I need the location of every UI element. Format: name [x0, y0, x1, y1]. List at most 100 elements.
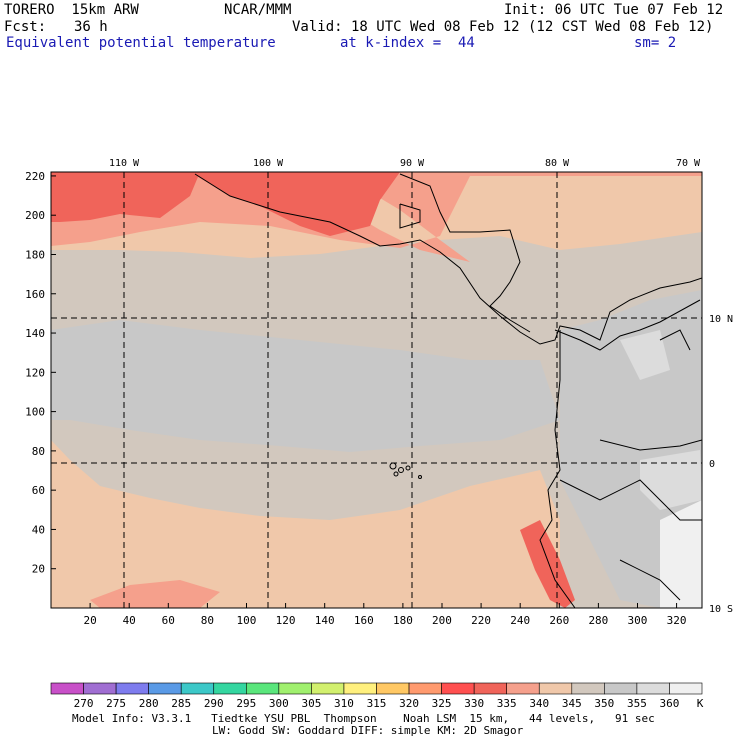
coastlines [194, 173, 702, 608]
legend-label: 335 [497, 697, 517, 710]
model-title: TORERO 15km ARW [4, 2, 139, 18]
legend-label: 290 [204, 697, 224, 710]
legend-label: 350 [594, 697, 614, 710]
field-patch-340-south [90, 580, 220, 608]
central-america-caribbean-coast [399, 173, 531, 333]
x-tick-label: 200 [432, 614, 452, 627]
plot-frame [50, 171, 703, 609]
legend-label: 360 [660, 697, 680, 710]
smoothing-label: sm= 2 [634, 35, 677, 51]
legend-swatch [473, 682, 507, 695]
y-tick-label: 60 [32, 484, 45, 497]
legend-swatch [376, 682, 410, 695]
latitude-label: 10 N [709, 314, 733, 325]
valid-time: Valid: 18 UTC Wed 08 Feb 12 (12 CST Wed … [292, 19, 714, 35]
field-patch-330-west [51, 172, 200, 222]
border-south [619, 559, 681, 601]
north-coast [554, 299, 701, 351]
y-tick-label: 220 [25, 170, 45, 183]
legend-swatch [115, 682, 149, 695]
legend-swatch [343, 682, 377, 695]
x-tick-label: 180 [393, 614, 413, 627]
x-tick-label: 140 [315, 614, 335, 627]
border-venezuela [659, 329, 691, 351]
field-band-355-pacific [51, 320, 560, 452]
legend-unit: K [697, 697, 704, 710]
longitude-labels: 110 W 100 W 90 W 80 W 70 W [109, 158, 701, 169]
legend-swatch [213, 682, 247, 695]
x-tick-label: 240 [510, 614, 530, 627]
x-tick-label: 220 [471, 614, 491, 627]
x-tick-label: 260 [549, 614, 569, 627]
legend-swatch [246, 682, 280, 695]
legend-label: 320 [399, 697, 419, 710]
legend-label: 325 [432, 697, 452, 710]
lat-lon-grid [51, 172, 702, 608]
field-patch-330-east [190, 172, 400, 236]
legend-label: 355 [627, 697, 647, 710]
latitude-labels: 10 N 0 10 S [709, 314, 733, 615]
latitude-label: 0 [709, 459, 715, 470]
level-label: at k-index = 44 [340, 35, 475, 51]
legend-label: 345 [562, 697, 582, 710]
legend-swatch [669, 682, 703, 695]
forecast-label: Fcst: [4, 19, 47, 35]
legend-label: 310 [334, 697, 354, 710]
legend-swatch [148, 682, 182, 695]
legend-swatch [441, 682, 475, 695]
legend-label: 340 [529, 697, 549, 710]
legend-label: 285 [171, 697, 191, 710]
y-tick-label: 80 [32, 445, 45, 458]
legend-label: 315 [367, 697, 387, 710]
legend-swatch [408, 682, 442, 695]
x-axis: 20 40 60 80 100 120 140 160 180 200 220 240 260 280 30… [83, 603, 687, 627]
legend-swatch [278, 682, 312, 695]
y-axis: 20 40 60 80 100 120 140 160 180 200 220 [25, 170, 56, 576]
forecast-hour: 36 h [74, 19, 108, 35]
y-tick-label: 100 [25, 406, 45, 419]
legend-swatch [604, 682, 638, 695]
field-band-340 [51, 172, 702, 262]
legend-label: 300 [269, 697, 289, 710]
longitude-label: 100 W [253, 158, 284, 169]
longitude-label: 80 W [545, 158, 570, 169]
x-tick-label: 60 [162, 614, 175, 627]
color-legend: 270 275 280 285 290 295 300 305 310 315 320 325 330 3… [50, 682, 704, 710]
footer-physics-info: LW: Godd SW: Goddard DIFF: simple KM: 2D… [212, 724, 524, 737]
south-america-west-coast [539, 330, 576, 608]
field-patch-330-peru [520, 520, 575, 608]
x-tick-label: 20 [83, 614, 96, 627]
x-tick-label: 300 [628, 614, 648, 627]
y-tick-label: 140 [25, 327, 45, 340]
x-tick-label: 280 [588, 614, 608, 627]
y-tick-label: 200 [25, 209, 45, 222]
legend-swatch [571, 682, 605, 695]
central-america-pacific-coast [194, 173, 702, 345]
y-tick-label: 180 [25, 248, 45, 261]
footer-model-info: Model Info: V3.3.1 Tiedtke YSU PBL Thomp… [72, 712, 655, 725]
legend-swatch [83, 682, 117, 695]
field-band-345-south [51, 440, 560, 608]
legend-label: 295 [236, 697, 256, 710]
latitude-label: 10 S [709, 604, 733, 615]
x-tick-label: 100 [237, 614, 257, 627]
field-patch-360-north [620, 330, 670, 380]
x-tick-label: 320 [667, 614, 687, 627]
field-patch-360-south [660, 500, 702, 608]
y-tick-label: 160 [25, 288, 45, 301]
y-tick-label: 120 [25, 366, 45, 379]
longitude-label: 90 W [400, 158, 425, 169]
field-name: Equivalent potential temperature [6, 35, 276, 51]
legend-label: 270 [74, 697, 94, 710]
border-guatemala [399, 203, 421, 229]
legend-label: 330 [464, 697, 484, 710]
legend-swatch [636, 682, 670, 695]
legend-label: 305 [301, 697, 321, 710]
longitude-label: 110 W [109, 158, 140, 169]
legend-label: 275 [106, 697, 126, 710]
x-tick-label: 40 [123, 614, 136, 627]
legend-swatch [538, 682, 573, 695]
init-time: Init: 06 UTC Tue 07 Feb 12 [504, 2, 724, 18]
center-label: NCAR/MMM [224, 2, 292, 18]
